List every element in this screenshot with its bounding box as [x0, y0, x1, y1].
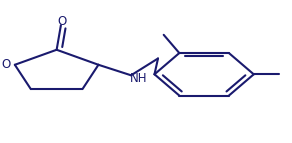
Text: NH: NH	[129, 72, 147, 85]
Text: O: O	[1, 58, 11, 71]
Text: O: O	[57, 15, 66, 27]
